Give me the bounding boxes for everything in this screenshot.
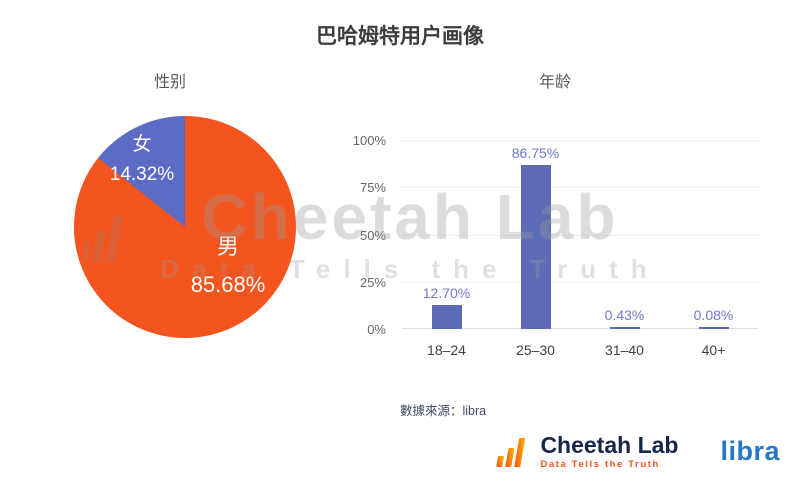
cheetah-lab-logo-icon (496, 437, 526, 467)
bar-column: 0.08% (669, 140, 758, 329)
bar-40-plus (698, 327, 729, 329)
x-axis-baseline (402, 328, 758, 329)
bar-column: 0.43% (580, 140, 669, 329)
pie-female-name: 女 (132, 134, 152, 155)
x-axis-label: 31–40 (605, 342, 644, 358)
pie-slice-label-female: 女 14.32% (92, 130, 192, 190)
y-axis-tick: 50% (359, 228, 386, 243)
pie-chart-title: 性别 (153, 74, 186, 91)
brand-tagline: Data Tells the Truth (540, 459, 660, 470)
y-axis-tick: 0% (367, 322, 386, 337)
cheetah-lab-logo: Cheetah Lab Data Tells the Truth (495, 433, 678, 470)
page-title: 巴哈姆特用户画像 (316, 25, 484, 48)
gridline (402, 140, 758, 141)
pie-male-value: 85.68% (190, 272, 266, 297)
brand-name: Cheetah Lab (540, 432, 679, 458)
bar-column: 12.70% (402, 140, 491, 329)
bar-value-label: 12.70% (422, 285, 471, 301)
gridline (402, 187, 758, 189)
y-axis-tick: 75% (359, 180, 386, 195)
bars-row: 12.70% 86.75% 0.43% 0.08% (402, 140, 758, 329)
bar-column: 86.75% (491, 140, 580, 329)
pie-slice-label-male: 男 85.68% (168, 228, 288, 304)
pie-female-value: 14.32% (109, 164, 175, 185)
bar-value-label: 86.75% (511, 145, 560, 162)
bar-25-30 (520, 165, 551, 329)
age-bar-chart: 12.70% 86.75% 0.43% 0.08% (402, 140, 758, 329)
gridline (402, 234, 758, 236)
bar-31-40 (609, 327, 640, 329)
bar-18-24 (431, 305, 462, 329)
footer-branding: Cheetah Lab Data Tells the Truth libra (495, 433, 780, 470)
bar-chart-y-axis: 100% 75% 50% 25% 0% (340, 133, 390, 337)
pie-male-name: 男 (216, 234, 239, 259)
libra-logo: libra (720, 436, 780, 466)
bar-chart-x-axis: 18–24 25–30 31–40 40+ (402, 342, 758, 358)
bar-value-label: 0.08% (693, 307, 734, 323)
bar-chart-title: 年龄 (538, 74, 571, 91)
gridline (402, 281, 758, 283)
cheetah-lab-text: Cheetah Lab Data Tells the Truth (540, 433, 678, 470)
data-source-note: 數據來源：libra (400, 404, 487, 418)
bar-value-label: 0.43% (604, 307, 645, 323)
gender-pie-chart (74, 116, 296, 338)
x-axis-label: 18–24 (427, 342, 466, 358)
y-axis-tick: 25% (359, 275, 386, 290)
x-axis-label: 40+ (701, 342, 726, 358)
x-axis-label: 25–30 (516, 342, 555, 358)
y-axis-tick: 100% (352, 133, 386, 148)
